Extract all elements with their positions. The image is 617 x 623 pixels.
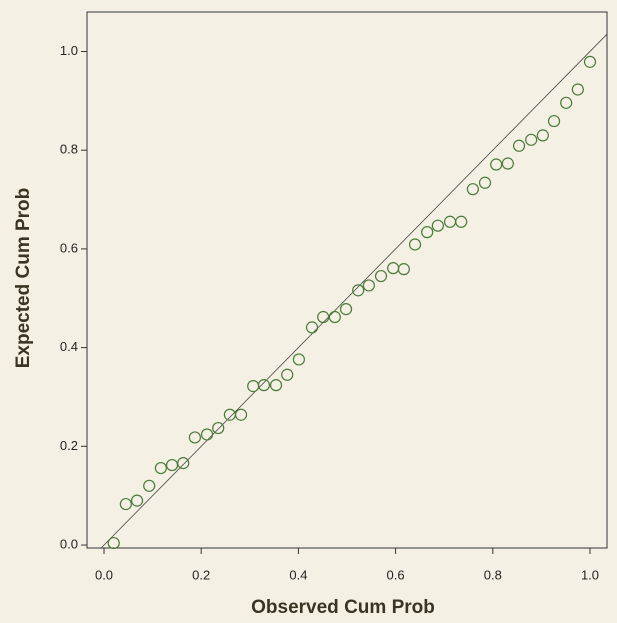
point — [398, 264, 409, 275]
plot-frame — [87, 12, 607, 548]
point — [132, 495, 143, 506]
point — [363, 280, 374, 291]
point — [502, 158, 513, 169]
point — [467, 184, 478, 195]
point — [318, 312, 329, 323]
point — [271, 380, 282, 391]
y-tick-label: 0.0 — [60, 536, 78, 551]
point — [178, 458, 189, 469]
point — [329, 312, 340, 323]
point — [376, 271, 387, 282]
x-tick-label: 1.0 — [581, 567, 599, 582]
y-tick-label: 0.8 — [60, 142, 78, 157]
x-tick-label: 0.0 — [95, 567, 113, 582]
y-tick-label: 0.2 — [60, 438, 78, 453]
point — [480, 177, 491, 188]
point — [422, 227, 433, 238]
point — [514, 140, 525, 151]
point — [144, 480, 155, 491]
point — [584, 56, 595, 67]
point — [120, 499, 131, 510]
point — [248, 381, 259, 392]
reference-line — [101, 34, 607, 548]
point — [549, 116, 560, 127]
point — [189, 432, 200, 443]
x-tick-label: 0.4 — [289, 567, 307, 582]
point — [213, 423, 224, 434]
point — [561, 97, 572, 108]
y-tick-label: 1.0 — [60, 43, 78, 58]
x-tick-label: 0.6 — [387, 567, 405, 582]
point — [224, 409, 235, 420]
point — [307, 322, 318, 333]
point — [456, 216, 467, 227]
point — [410, 239, 421, 250]
point — [526, 134, 537, 145]
point — [445, 216, 456, 227]
point — [258, 380, 269, 391]
point — [572, 84, 583, 95]
x-tick-label: 0.2 — [192, 567, 210, 582]
y-tick-label: 0.4 — [60, 339, 78, 354]
point — [236, 409, 247, 420]
y-tick-label: 0.6 — [60, 240, 78, 255]
point — [537, 130, 548, 141]
point — [108, 538, 119, 549]
point — [491, 159, 502, 170]
point — [432, 220, 443, 231]
point — [155, 463, 166, 474]
point — [341, 304, 352, 315]
y-axis-title: Expected Cum Prob — [13, 188, 34, 369]
point — [293, 354, 304, 365]
point — [167, 460, 178, 471]
point — [202, 429, 213, 440]
x-axis-title: Observed Cum Prob — [251, 597, 435, 618]
point — [282, 369, 293, 380]
x-tick-label: 0.8 — [484, 567, 502, 582]
chart: Observed Cum Prob Expected Cum Prob 0.0 0… — [0, 0, 617, 623]
point — [388, 263, 399, 274]
